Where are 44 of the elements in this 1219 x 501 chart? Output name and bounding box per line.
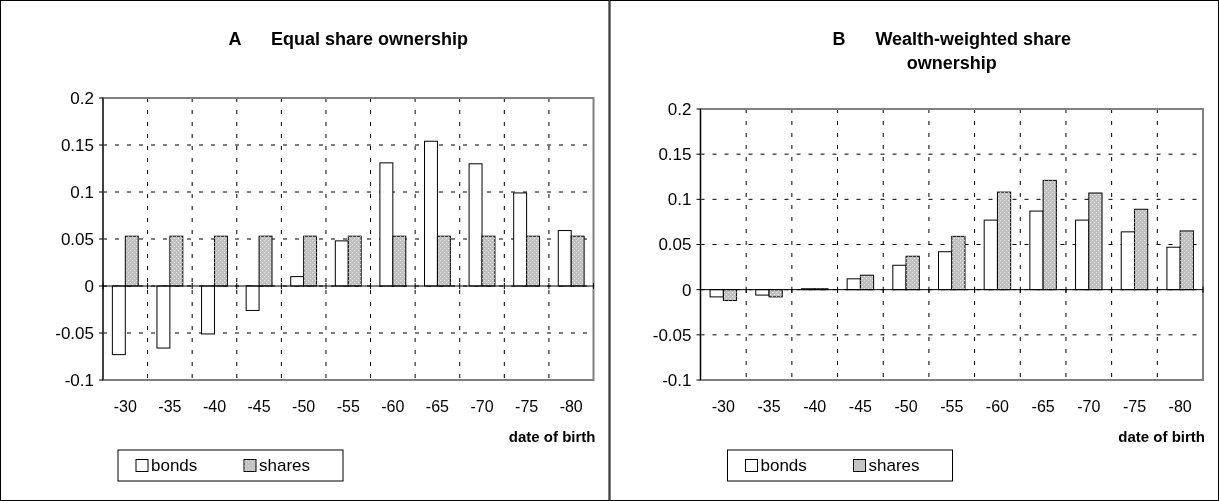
x-tick-label: -70 (1077, 398, 1101, 415)
x-tick-label: -75 (1122, 398, 1147, 415)
legend-label: shares (868, 456, 920, 476)
y-tick-label: 0.05 (658, 235, 692, 255)
x-tick-label: -45 (848, 398, 873, 415)
legend-label: bonds (151, 456, 198, 476)
y-tick-label: -0.1 (662, 370, 692, 390)
x-tick-label: -40 (803, 398, 827, 415)
y-tick-label: 0.15 (658, 145, 692, 165)
y-tick-label: -0.05 (652, 325, 692, 345)
chart-title: B Wealth-weighted share ownership (832, 29, 1072, 73)
x-tick-label: -60 (985, 398, 1010, 415)
x-tick-label: -70 (470, 398, 494, 415)
x-tick-label: -60 (381, 398, 405, 415)
y-tick-label: 0 (84, 276, 94, 296)
x-tick-label: -65 (1031, 398, 1055, 415)
x-axis-title: date of birth (508, 428, 596, 445)
x-axis-title: date of birth (1118, 428, 1205, 445)
y-tick-label: 0.15 (60, 135, 94, 155)
legend-label: shares (259, 456, 311, 476)
x-tick-label: -35 (757, 398, 781, 415)
x-tick-label: -30 (113, 398, 137, 415)
y-tick-label: 0.2 (70, 88, 94, 108)
x-tick-label: -30 (711, 398, 735, 415)
chart-title: A Equal share ownership (228, 29, 468, 49)
x-tick-label: -35 (158, 398, 182, 415)
x-tick-label: -45 (247, 398, 271, 415)
x-tick-label: -55 (336, 398, 360, 415)
x-tick-label: -65 (425, 398, 450, 415)
y-tick-label: 0.2 (667, 99, 692, 119)
x-tick-label: -40 (202, 398, 227, 415)
legend-label: bonds (760, 456, 807, 476)
x-tick-label: -50 (894, 398, 918, 415)
x-tick-label: -50 (292, 398, 316, 415)
x-tick-label: -55 (940, 398, 964, 415)
x-tick-label: -80 (559, 398, 583, 415)
y-tick-label: 0.05 (60, 229, 94, 249)
y-tick-label: -0.05 (55, 323, 94, 343)
x-tick-label: -75 (515, 398, 539, 415)
y-tick-label: 0 (682, 280, 692, 300)
y-tick-label: 0.1 (70, 182, 94, 202)
y-tick-label: -0.1 (64, 370, 94, 390)
x-tick-label: -80 (1168, 398, 1192, 415)
y-tick-label: 0.1 (667, 190, 692, 210)
